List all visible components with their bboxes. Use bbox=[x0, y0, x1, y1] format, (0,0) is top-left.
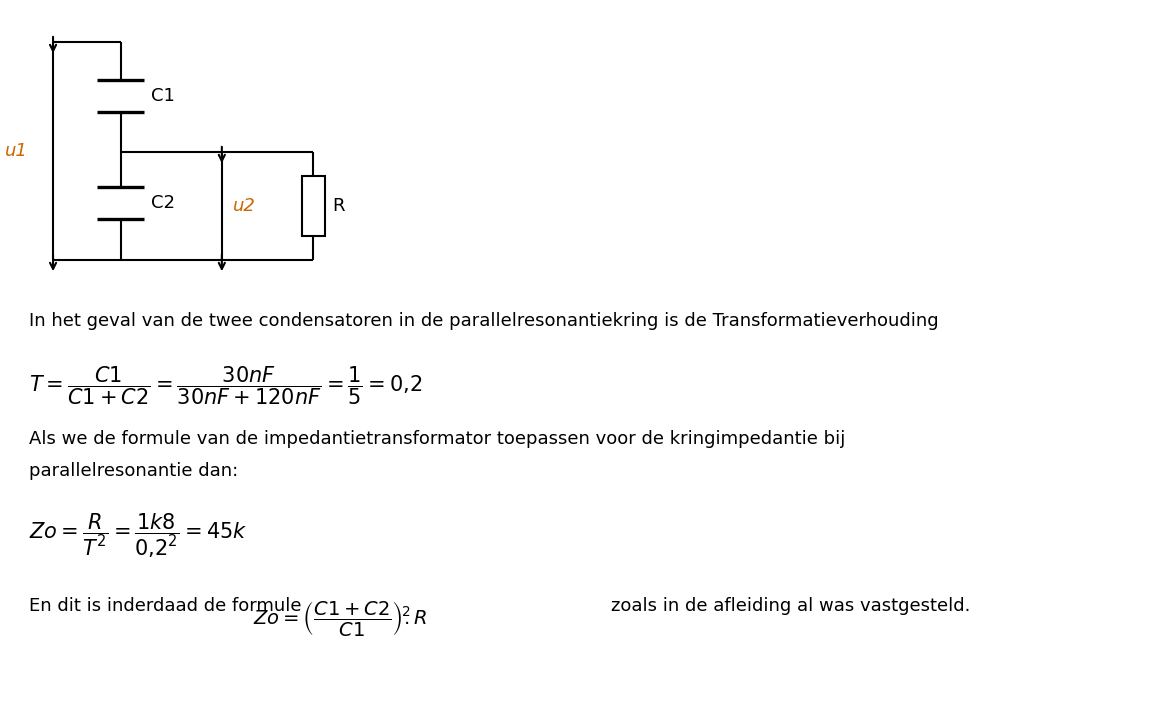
Bar bbox=[303, 176, 325, 237]
Text: C2: C2 bbox=[152, 194, 175, 212]
Text: $T = \dfrac{C1}{C1 + C2} = \dfrac{30nF}{30nF + 120nF} = \dfrac{1}{5} = 0{,}2$: $T = \dfrac{C1}{C1 + C2} = \dfrac{30nF}{… bbox=[29, 364, 422, 406]
Text: zoals in de afleiding al was vastgesteld.: zoals in de afleiding al was vastgesteld… bbox=[588, 597, 970, 615]
Text: u2: u2 bbox=[234, 197, 257, 215]
Text: parallelresonantie dan:: parallelresonantie dan: bbox=[29, 462, 238, 480]
Text: u1: u1 bbox=[5, 142, 28, 160]
Text: Als we de formule van de impedantietransformator toepassen voor de kringimpedant: Als we de formule van de impedantietrans… bbox=[29, 430, 845, 448]
Text: $Zo = \left(\dfrac{C1+C2}{C1}\right)^{\!2}\!\!.R$: $Zo = \left(\dfrac{C1+C2}{C1}\right)^{\!… bbox=[253, 599, 427, 638]
Text: In het geval van de twee condensatoren in de parallelresonantiekring is de Trans: In het geval van de twee condensatoren i… bbox=[29, 312, 938, 330]
Text: C1: C1 bbox=[152, 87, 175, 105]
Text: R: R bbox=[333, 197, 345, 215]
Text: En dit is inderdaad de formule: En dit is inderdaad de formule bbox=[29, 597, 307, 615]
Text: $Zo = \dfrac{R}{T^2} = \dfrac{1k8}{0{,}2^2} = 45k$: $Zo = \dfrac{R}{T^2} = \dfrac{1k8}{0{,}2… bbox=[29, 512, 247, 560]
